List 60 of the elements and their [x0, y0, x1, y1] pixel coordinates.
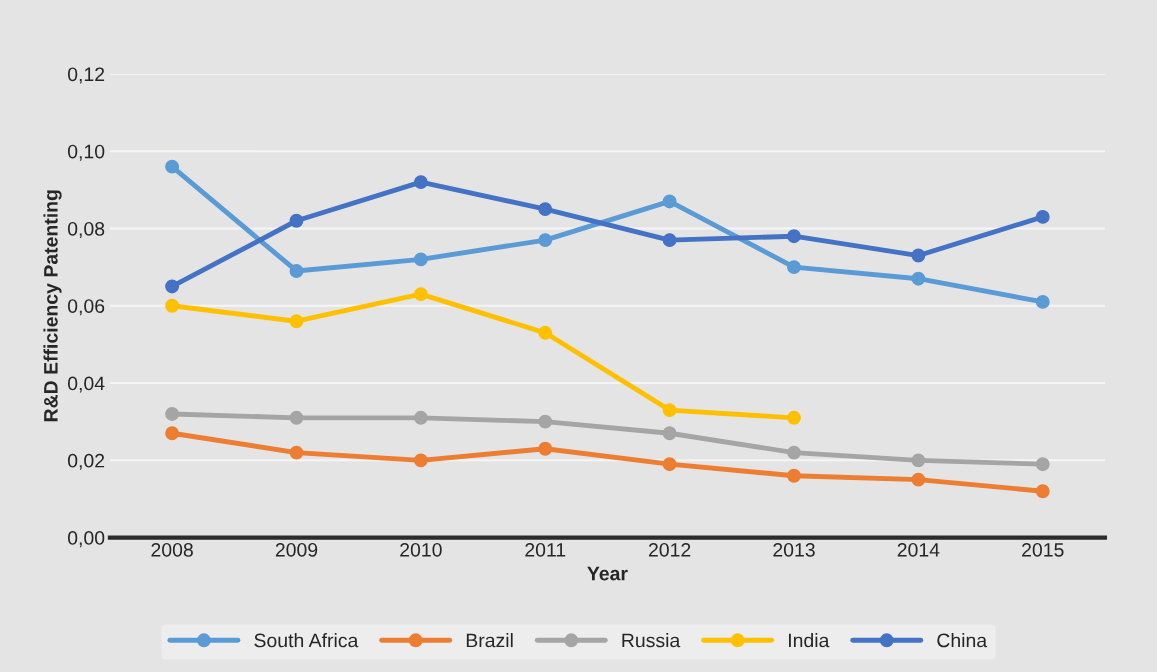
- y-tick-label: 0,10: [67, 144, 105, 161]
- point: [289, 445, 304, 460]
- point: [165, 407, 180, 421]
- point: [413, 175, 428, 190]
- legend-label: India: [789, 633, 830, 648]
- point: [787, 410, 801, 425]
- point: [289, 213, 304, 228]
- point: [413, 410, 428, 425]
- y-tick-label: 0,04: [67, 376, 105, 393]
- legend-label: Brazil: [466, 633, 513, 648]
- point: [911, 453, 926, 468]
- point: [787, 445, 801, 460]
- point: [1035, 484, 1050, 499]
- point: [165, 159, 180, 174]
- point: [538, 441, 553, 456]
- legend-label: South Africa: [254, 633, 359, 648]
- x-tick-label: 2008: [151, 542, 193, 557]
- point: [413, 287, 428, 302]
- x-tick-label: 2014: [897, 542, 940, 557]
- point: [911, 271, 926, 286]
- point: [289, 264, 304, 278]
- point: [289, 410, 304, 425]
- point: [165, 426, 180, 441]
- x-tick-label: 2011: [525, 542, 566, 557]
- point: [165, 279, 180, 294]
- x-tick-label: 2015: [1022, 542, 1064, 557]
- x-tick-label: 2009: [275, 542, 318, 557]
- point: [165, 298, 180, 313]
- y-tick-label: 0,06: [67, 299, 105, 316]
- point: [662, 194, 677, 209]
- x-axis-title: Year: [587, 566, 628, 581]
- point: [662, 426, 677, 441]
- point: [911, 248, 926, 263]
- point: [662, 233, 677, 248]
- x-tick-label: 2013: [773, 542, 815, 557]
- x-tick-label: 2012: [648, 542, 691, 557]
- point: [538, 325, 553, 340]
- point: [413, 252, 428, 267]
- point: [662, 403, 677, 418]
- point: [413, 453, 428, 468]
- point: [538, 202, 553, 217]
- point: [911, 472, 926, 487]
- point: [787, 260, 801, 275]
- point: [787, 229, 801, 244]
- y-tick-label: 0,00: [67, 531, 105, 548]
- legend-label: China: [937, 633, 988, 648]
- y-tick-label: 0,02: [67, 453, 105, 470]
- point: [787, 468, 801, 483]
- point: [538, 414, 553, 429]
- point: [1035, 457, 1050, 472]
- point: [289, 314, 304, 329]
- y-tick-label: 0,08: [67, 221, 105, 239]
- y-tick-label: 0,12: [67, 67, 105, 84]
- point: [1035, 209, 1050, 224]
- legend-label: Russia: [622, 633, 681, 648]
- point: [662, 457, 677, 472]
- y-axis-title: R&D Efficiency Patenting: [43, 190, 62, 422]
- point: [1035, 294, 1050, 309]
- point: [538, 233, 553, 248]
- x-tick-label: 2010: [400, 542, 442, 557]
